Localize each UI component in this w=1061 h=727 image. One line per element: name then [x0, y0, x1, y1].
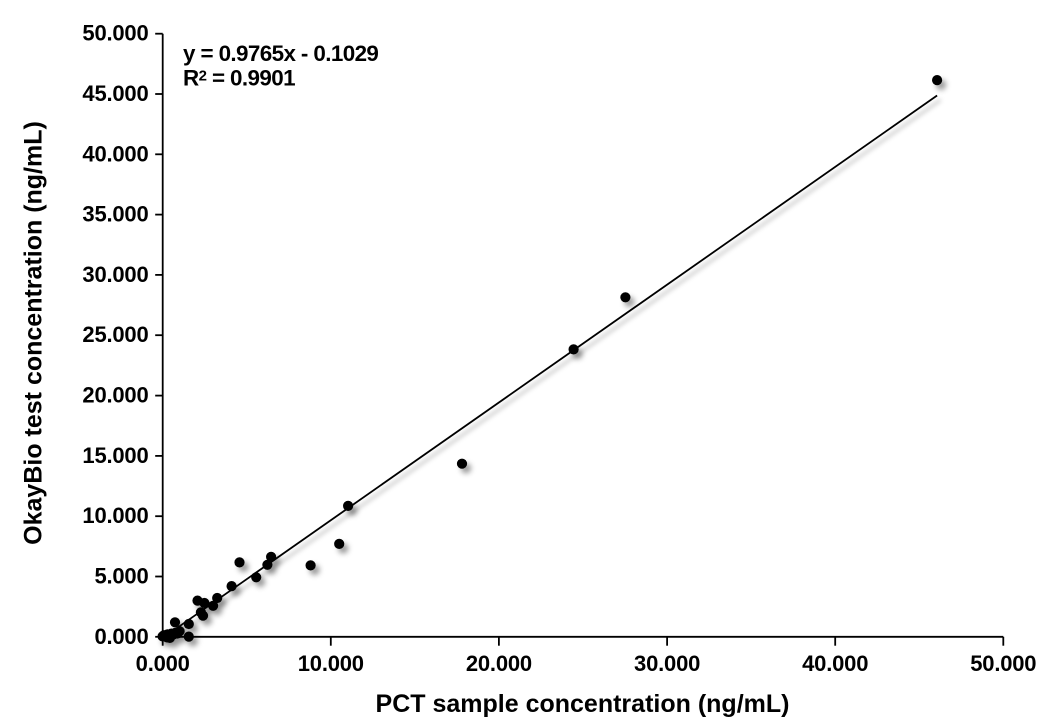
svg-text:OkayBio test concentration (ng: OkayBio test concentration (ng/mL)	[20, 121, 48, 545]
svg-text:35.000: 35.000	[82, 202, 148, 227]
svg-text:50.000: 50.000	[970, 651, 1036, 676]
svg-text:30.000: 30.000	[634, 651, 700, 676]
svg-text:15.000: 15.000	[82, 443, 148, 468]
svg-text:20.000: 20.000	[82, 383, 148, 408]
svg-text:PCT sample concentration (ng/m: PCT sample concentration (ng/mL)	[376, 690, 790, 718]
svg-text:50.000: 50.000	[82, 21, 148, 46]
svg-text:10.000: 10.000	[298, 651, 364, 676]
svg-text:30.000: 30.000	[82, 262, 148, 287]
svg-text:40.000: 40.000	[802, 651, 868, 676]
svg-text:20.000: 20.000	[466, 651, 532, 676]
svg-text:25.000: 25.000	[82, 322, 148, 347]
svg-text:0.000: 0.000	[136, 651, 190, 676]
svg-text:40.000: 40.000	[82, 141, 148, 166]
svg-text:0.000: 0.000	[94, 624, 148, 649]
svg-text:5.000: 5.000	[94, 564, 148, 589]
svg-text:10.000: 10.000	[82, 503, 148, 528]
svg-text:y = 0.9765x - 0.1029: y = 0.9765x - 0.1029	[183, 41, 378, 66]
svg-text:45.000: 45.000	[82, 81, 148, 106]
svg-text:R2 = 0.9901: R2 = 0.9901	[183, 66, 295, 91]
